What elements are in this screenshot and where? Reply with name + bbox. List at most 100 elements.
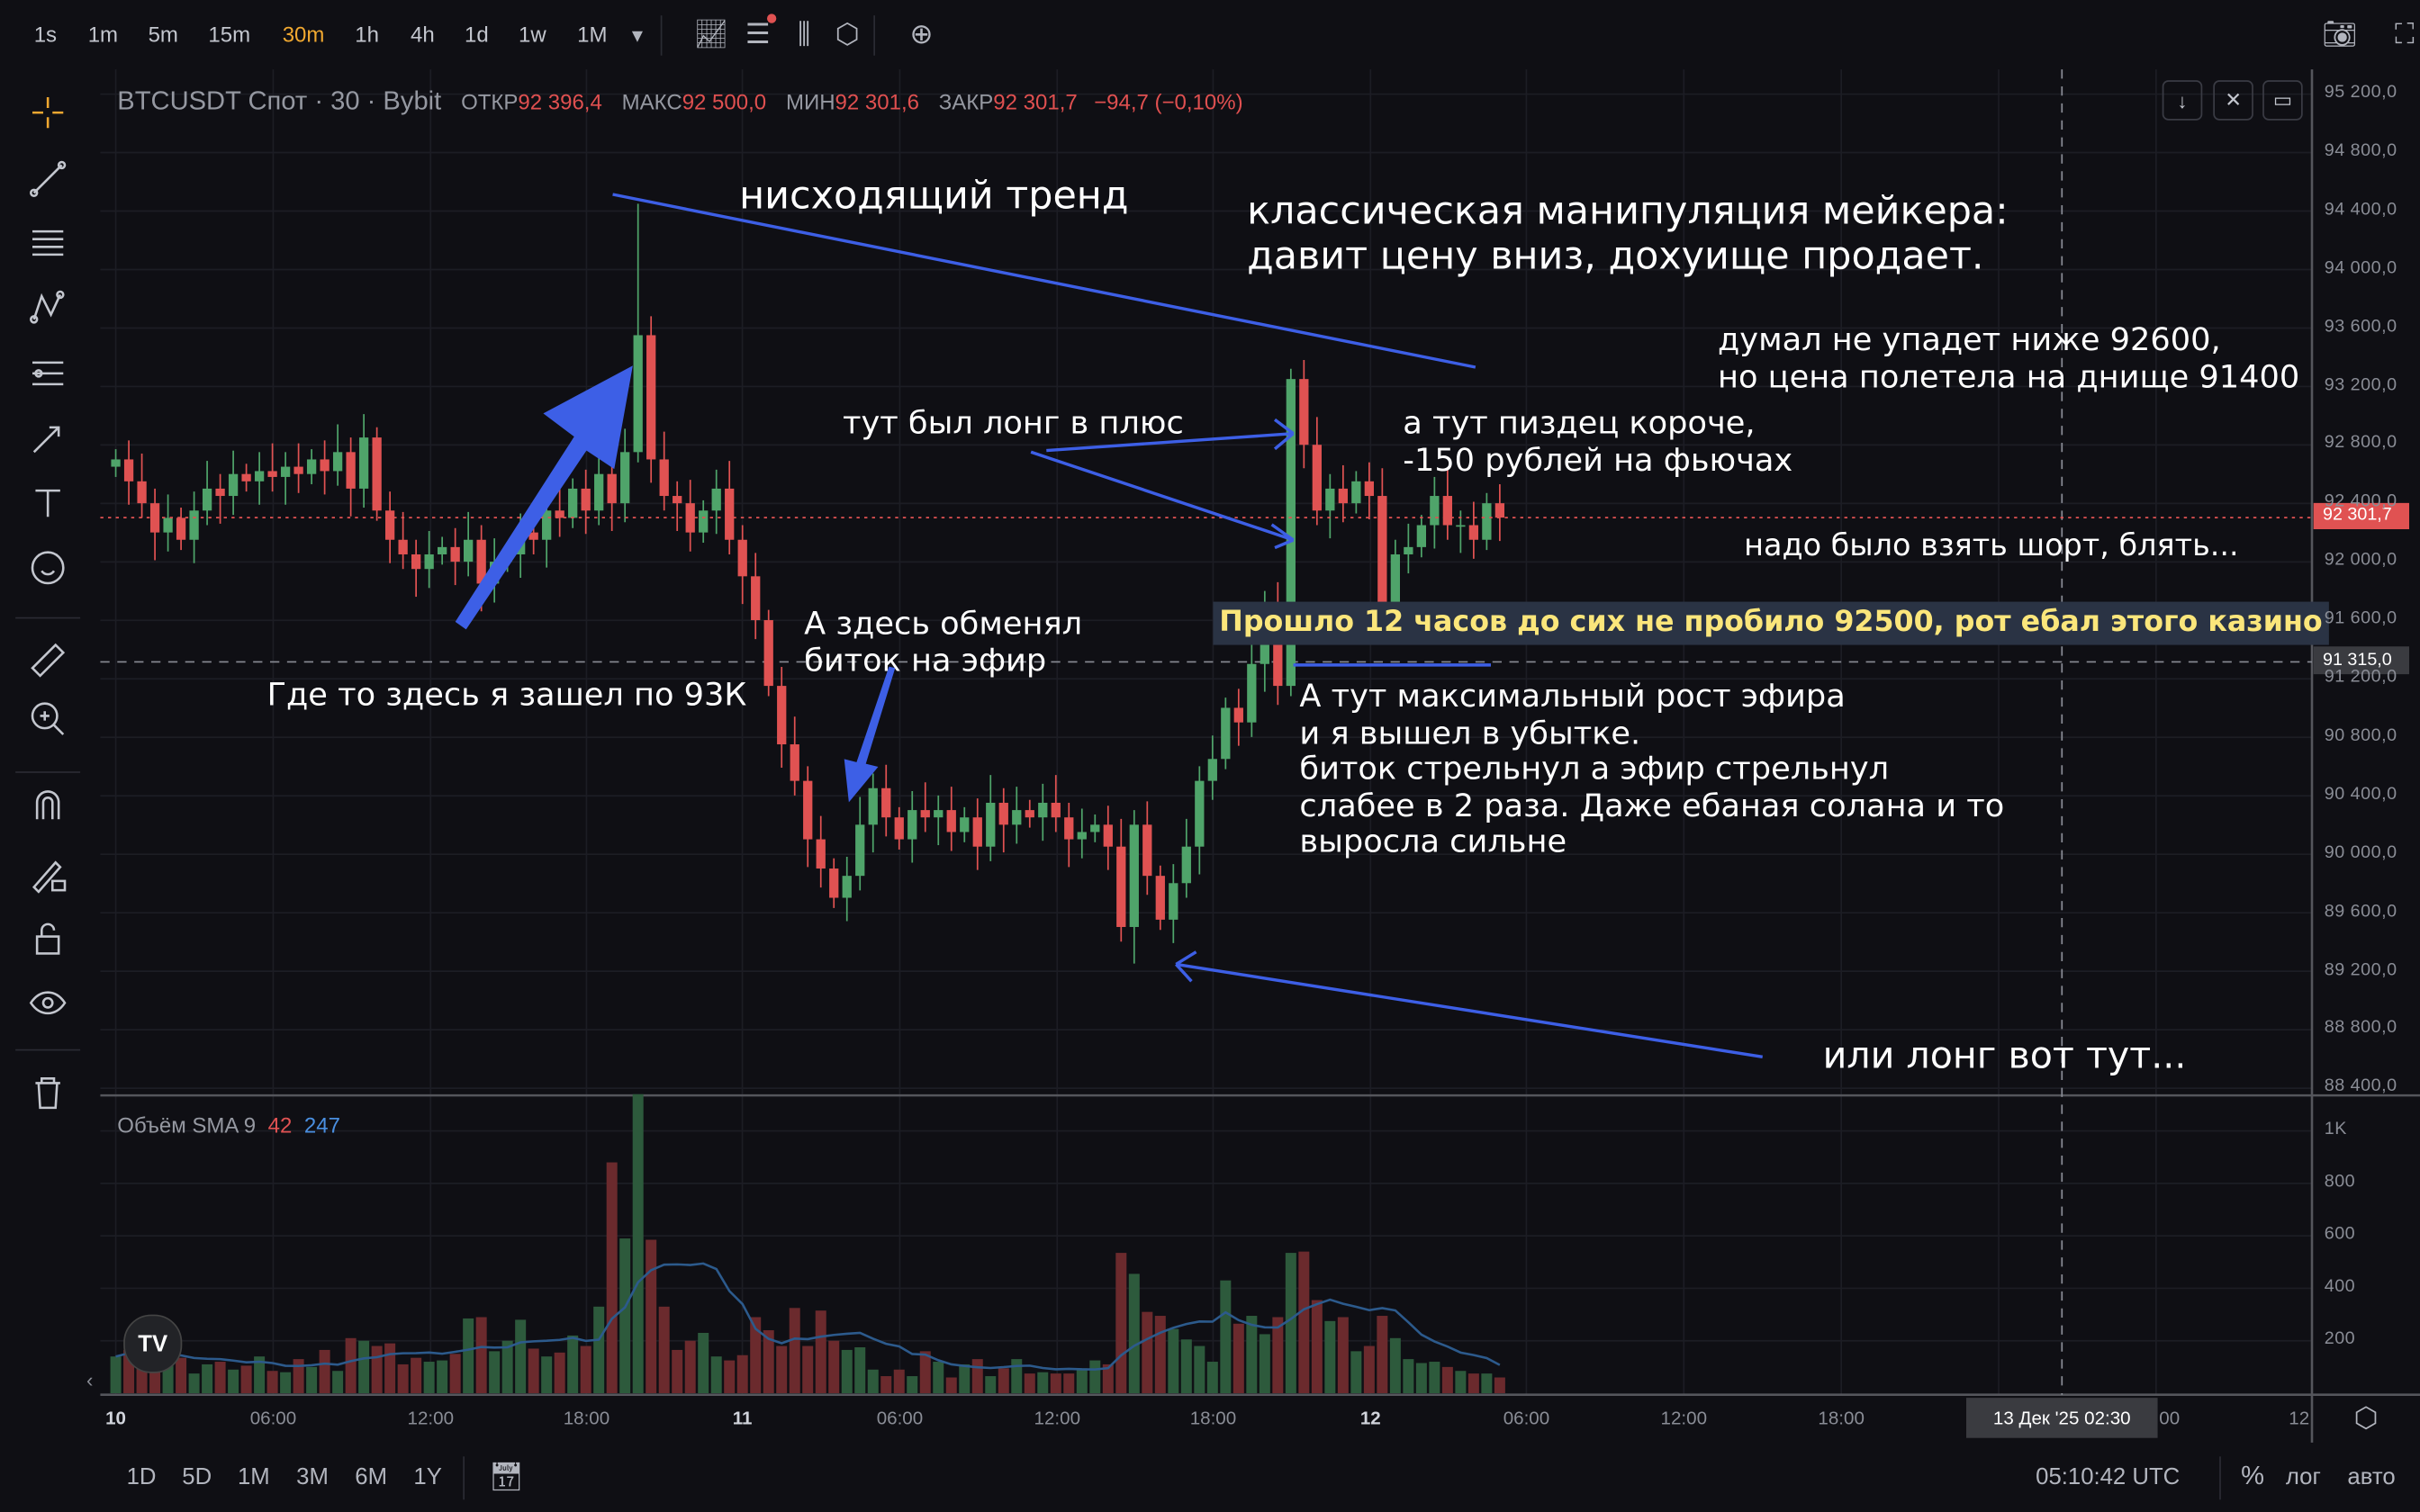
timeframe-1m[interactable]: 1m [87,22,119,47]
zoom-in-icon[interactable] [26,698,69,741]
maximize-pane-button[interactable]: ▭ [2262,80,2303,121]
add-icon[interactable]: ⊕ [909,18,934,50]
lock-drawings-icon[interactable] [26,851,69,895]
fullscreen-icon[interactable]: ⛶ [2395,18,2415,50]
arrow-tool-icon[interactable] [26,417,69,460]
volume-bar [1403,1359,1414,1394]
fib-icon[interactable] [26,220,69,264]
candle-body [1064,817,1074,840]
timeframe-1s[interactable]: 1s [33,22,58,47]
trend-line-icon[interactable] [26,158,69,201]
scroll-down-button[interactable]: ↓ [2162,80,2203,121]
volume-sma-value: 247 [303,1112,340,1138]
candle-body [241,473,251,482]
volume-label[interactable]: Объём SMA 9 [117,1112,257,1138]
volume-bar [1011,1359,1023,1394]
candle-body [358,437,369,489]
candle-body [123,459,134,482]
volume-bar [724,1360,736,1394]
volume-bar [449,1354,461,1394]
candle-body [998,802,1008,825]
candle-body [424,554,434,570]
timeframe-15m[interactable]: 15m [208,22,251,47]
volume-bar [240,1365,252,1394]
crosshair-icon[interactable] [26,91,69,134]
candle-body [1025,810,1034,818]
volume-bar [1128,1274,1140,1394]
timeframe-dropdown-icon[interactable]: ▼ [628,24,647,47]
percent-toggle[interactable]: % [2241,1461,2265,1491]
camera-icon[interactable]: 📷︎ [2322,18,2358,50]
unlock-icon[interactable] [26,916,69,959]
indicators-icon[interactable]: 📈︎ [693,18,729,50]
symbol-title[interactable]: BTCUSDT Спот · 30 · Bybit [117,86,442,116]
range-3M[interactable]: 3M [296,1463,329,1491]
axis-settings-icon[interactable]: ⬡ [2353,1402,2379,1434]
timeframe-4h[interactable]: 4h [411,22,435,47]
prediction-icon[interactable] [26,352,69,395]
volume-bar [280,1372,292,1394]
close-label: ЗАКР [938,89,994,114]
annotation-text: А здесь обменял биток на эфир [804,605,1083,680]
toolbar-divider [15,616,81,619]
range-1D[interactable]: 1D [126,1463,157,1491]
volume-bar [345,1337,357,1394]
visibility-icon[interactable] [26,981,69,1024]
timeframe-1d[interactable]: 1d [465,22,489,47]
time-tick-label: 06:00 [249,1407,297,1429]
collapse-button[interactable]: ✕ [2213,80,2253,121]
trend-line [612,193,1476,369]
timeframe-30m[interactable]: 30m [282,22,325,47]
price-tick-label: 94 000,0 [2324,258,2397,278]
range-6M[interactable]: 6M [355,1463,388,1491]
pattern-icon[interactable] [26,287,69,330]
emoji-icon[interactable] [26,546,69,590]
candle-type-icon[interactable]: ⫼ [798,18,811,50]
volume-tick-label: 800 [2324,1172,2356,1192]
trash-icon[interactable] [26,1071,69,1114]
range-5D[interactable]: 5D [182,1463,212,1491]
volume-bar [971,1359,983,1394]
candle-body [1207,759,1217,781]
arrow-head [1175,963,1193,983]
magnet-icon[interactable] [26,784,69,827]
volume-bar [907,1376,918,1394]
candle-body [1325,488,1335,511]
volume-bar [528,1348,539,1394]
auto-toggle[interactable]: авто [2347,1463,2396,1491]
timeframe-1M[interactable]: 1M [577,22,608,47]
price-tick-label: 92 800,0 [2324,434,2397,453]
volume-bar [397,1364,409,1394]
open-label: ОТКР [461,89,519,114]
candle-body [306,459,317,474]
volume-bar [228,1369,239,1394]
volume-bar [1455,1371,1467,1394]
ruler-icon[interactable] [26,639,69,682]
candle-body [855,824,865,877]
timeframe-1h[interactable]: 1h [355,22,379,47]
candle-body [777,686,787,745]
big-arrow [455,365,633,630]
timeframe-5m[interactable]: 5m [148,22,178,47]
timeframe-1w[interactable]: 1w [519,22,546,47]
go-to-date-icon[interactable]: 📅︎ [488,1461,524,1492]
tradingview-logo-icon[interactable]: TV [123,1314,183,1373]
range-1M[interactable]: 1M [238,1463,270,1491]
volume-bar [475,1317,487,1394]
volume-bar [1337,1317,1349,1394]
volume-bar [658,1306,670,1394]
alert-icon[interactable]: ☰ [745,18,771,50]
log-toggle[interactable]: лог [2285,1463,2321,1491]
volume-bar [202,1364,213,1394]
price-tick-label: 91 600,0 [2324,609,2397,628]
clock-timezone[interactable]: 05:10:42 UTC [2036,1463,2181,1491]
text-icon[interactable] [26,482,69,525]
arrow [844,666,896,803]
range-1Y[interactable]: 1Y [413,1463,442,1491]
candle-body [1181,846,1191,884]
settings-icon[interactable]: ⬡ [835,18,860,50]
candle-body [685,503,695,533]
candle-body [1221,707,1231,760]
scroll-left-icon[interactable]: ‹ [86,1368,94,1392]
